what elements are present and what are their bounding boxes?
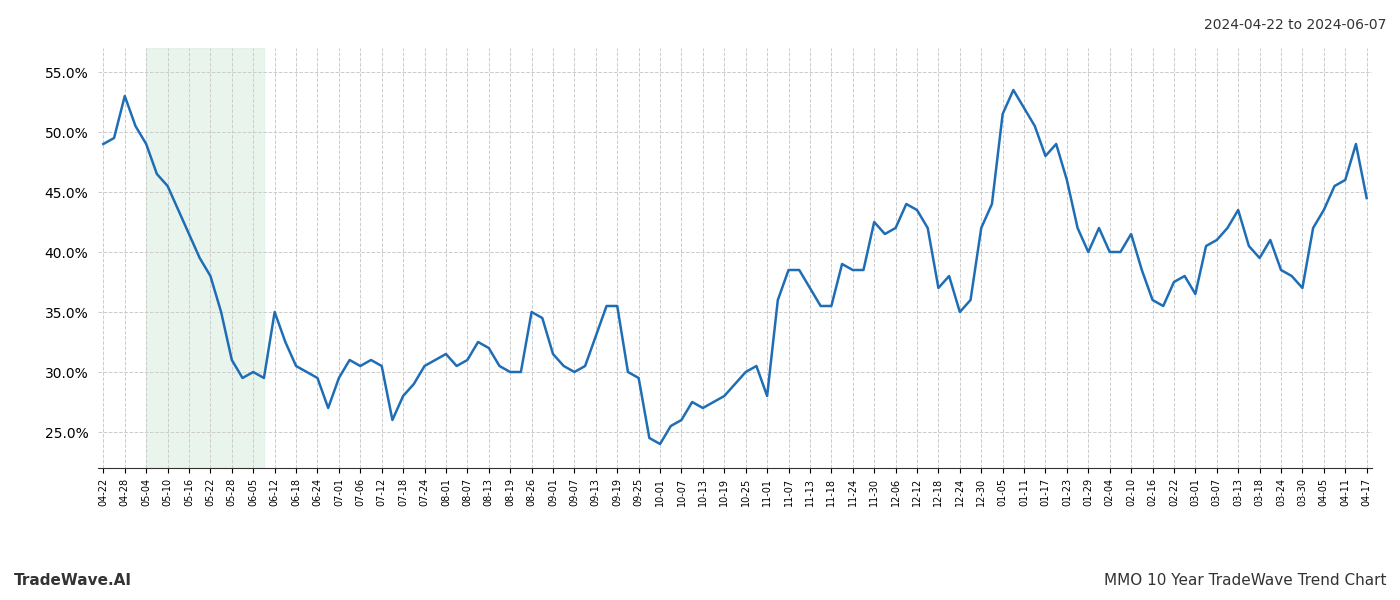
Bar: [146, 48, 265, 468]
Text: TradeWave.AI: TradeWave.AI: [14, 573, 132, 588]
Text: MMO 10 Year TradeWave Trend Chart: MMO 10 Year TradeWave Trend Chart: [1103, 573, 1386, 588]
Text: 2024-04-22 to 2024-06-07: 2024-04-22 to 2024-06-07: [1204, 18, 1386, 32]
